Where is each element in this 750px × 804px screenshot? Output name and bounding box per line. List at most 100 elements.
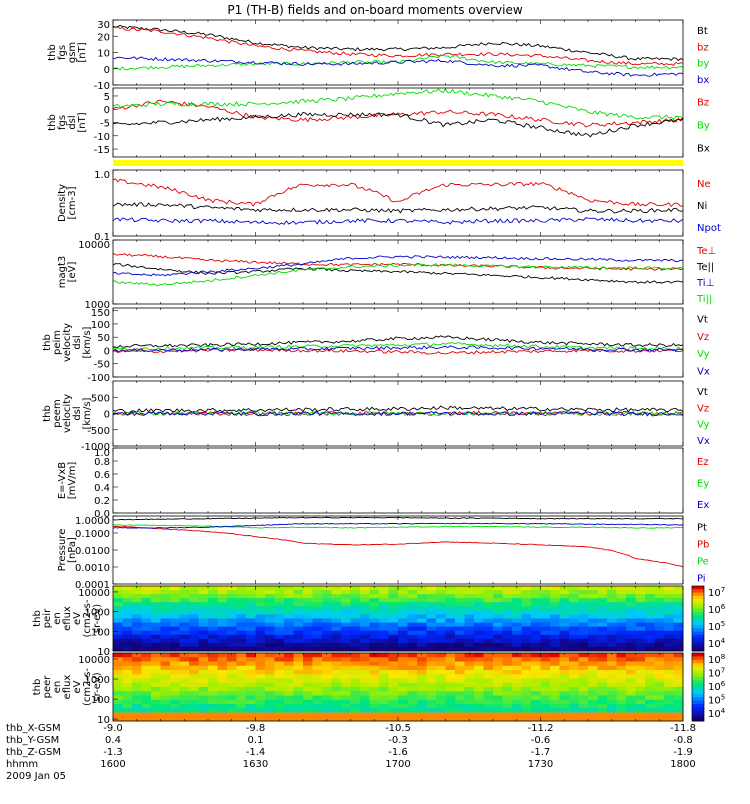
panel-peir_en_eflux-cell: [293, 622, 304, 628]
panel-peir_en_eflux-cell: [483, 622, 494, 628]
panel-fgs_dsl-series-2: [112, 112, 684, 138]
panel-peir_en_eflux-colorbar-segment: [692, 625, 704, 629]
panel-peir_en_eflux-cell: [654, 594, 665, 599]
panel-peer_en_eflux-cell: [350, 661, 361, 667]
panel-peir_en_eflux-cell: [550, 618, 560, 624]
panel-peer_en_eflux-cell: [588, 695, 598, 701]
panel-peer_en_eflux-cell: [521, 695, 532, 701]
panel-peir_en_eflux-cell: [512, 598, 522, 603]
panel-peir_en_eflux-cell: [426, 618, 437, 624]
panel-peer_en_eflux-cell: [350, 699, 361, 705]
panel-peir_en_eflux-cell: [379, 594, 389, 599]
panel-peir_en_eflux-cell: [255, 646, 266, 652]
panel-peir_en_eflux-cell: [331, 622, 342, 628]
panel-peer_en_eflux-cell: [360, 687, 370, 692]
panel-peer_en_eflux-cell: [664, 699, 674, 705]
panel-peir_en_eflux-cell: [398, 646, 408, 652]
panel-peir_en_eflux-colorbar-segment: [692, 605, 704, 610]
panel-peer_en_eflux-cell: [227, 695, 237, 701]
panel-peir_en_eflux-colorbar-segment: [692, 612, 704, 616]
panel-peir_en_eflux-cell: [654, 634, 665, 640]
panel-peer_en_eflux-cell: [217, 657, 228, 662]
panel-peir_en_eflux-cell: [113, 606, 123, 611]
panel-peer_en_eflux-cell: [198, 661, 209, 667]
panel-peir_en_eflux-cell: [322, 642, 332, 648]
panel-peer_en_eflux-cell: [654, 665, 665, 671]
panel-peir_en_eflux-cell: [122, 646, 133, 652]
panel-peir_en_eflux-ylabel-line: sr-eV): [92, 604, 103, 633]
panel-peir_en_eflux-cell: [607, 618, 617, 624]
panel-peer_en_eflux-cell: [141, 716, 152, 722]
panel-peem_velocity-legend-2: Vy: [697, 420, 710, 431]
panel-peir_en_eflux-cell: [645, 590, 655, 595]
panel-peir_en_eflux-cell: [474, 590, 484, 595]
panel-peir_en_eflux-cell: [550, 590, 560, 595]
panel-peir_en_eflux-cell: [322, 630, 332, 636]
panel-peir_en_eflux-cell: [398, 602, 408, 607]
panel-peir_en_eflux-cell: [350, 626, 361, 632]
panel-peir_en_eflux-cell: [426, 630, 437, 636]
panel-peir_en_eflux-cell: [179, 630, 190, 636]
tick-row-label: thb_Y-GSM: [6, 735, 59, 746]
panel-peim_velocity-ytick-label: 100: [91, 320, 110, 331]
panel-peer_en_eflux-cell: [607, 695, 617, 701]
panel-peir_en_eflux-cell: [398, 630, 408, 636]
panel-peir_en_eflux-cell: [398, 614, 408, 619]
panel-peir_en_eflux-cell: [559, 602, 570, 607]
panel-peir_en_eflux-cell: [341, 634, 351, 640]
panel-peer_en_eflux-cell: [341, 716, 351, 722]
panel-peir_en_eflux-cell: [369, 594, 380, 599]
panel-peir_en_eflux-cell: [569, 630, 579, 636]
panel-peir_en_eflux-cell: [217, 610, 228, 615]
panel-peer_en_eflux-cell: [588, 674, 598, 679]
panel-peir_en_eflux-cell: [398, 622, 408, 628]
panel-peir_en_eflux-cell: [198, 618, 209, 624]
panel-peir_en_eflux-cell: [293, 586, 304, 591]
panel-peir_en_eflux-cell: [236, 646, 247, 652]
panel-peer_en_eflux-cell: [654, 653, 665, 658]
panel-peer_en_eflux-cell: [312, 699, 323, 705]
panel-peer_en_eflux-cell: [293, 665, 304, 671]
panel-peer_en_eflux-cell: [569, 670, 579, 675]
panel-peer_en_eflux-cell: [151, 653, 161, 658]
panel-peem_velocity-ylabel-line: velocity: [62, 394, 73, 433]
panel-peir_en_eflux-cell: [160, 626, 171, 632]
panel-peir_en_eflux-cell: [512, 622, 522, 628]
panel-peir_en_eflux-cell: [341, 642, 351, 648]
panel-peir_en_eflux-cell: [654, 610, 665, 615]
panel-peim_velocity-frame: [112, 307, 684, 378]
panel-peir_en_eflux-cell: [474, 586, 484, 591]
panel-peer_en_eflux-cell: [512, 708, 522, 713]
panel-peir_en_eflux-cell: [483, 614, 494, 619]
panel-peer_en_eflux-cell: [664, 712, 674, 718]
panel-peer_en_eflux-cell: [635, 708, 646, 713]
panel-peir_en_eflux-cell: [141, 630, 152, 636]
panel-peer_en_eflux-cell: [417, 678, 427, 684]
panel-peer_en_eflux-cell: [407, 674, 418, 679]
panel-peir_en_eflux-cell: [227, 618, 237, 624]
tick-row-value: -1.3: [103, 747, 123, 758]
panel-peir_en_eflux-cell: [673, 598, 684, 603]
panel-peir_en_eflux-cell: [160, 594, 171, 599]
panel-peir_en_eflux-cell: [531, 586, 541, 591]
panel-peir_en_eflux-cell: [645, 602, 655, 607]
panel-peer_en_eflux-cell: [645, 695, 655, 701]
panel-peir_en_eflux-cell: [616, 634, 627, 640]
panel-peer_en_eflux-cell: [189, 699, 199, 705]
panel-peir_en_eflux-cell: [160, 606, 171, 611]
panel-peim_velocity-legend-0: Vt: [697, 315, 708, 326]
panel-peir_en_eflux-cell: [160, 630, 171, 636]
panel-peir_en_eflux-cell: [493, 594, 503, 599]
panel-peir_en_eflux-cell: [521, 606, 532, 611]
panel-peer_en_eflux-cell: [474, 708, 484, 713]
panel-peir_en_eflux-cell: [540, 622, 551, 628]
panel-peer_en_eflux-cell: [198, 716, 209, 722]
panel-peer_en_eflux-cell: [122, 712, 133, 718]
panel-peer_en_eflux-cell: [531, 687, 541, 692]
panel-peer_en_eflux-cell: [236, 657, 247, 662]
panel-peer_en_eflux-cell: [151, 682, 161, 688]
panel-peer_en_eflux-cell: [597, 653, 608, 658]
date-label: 2009 Jan 05: [6, 771, 66, 782]
panel-peir_en_eflux-cell: [654, 586, 665, 591]
panel-peer_en_eflux-cell: [493, 699, 503, 705]
